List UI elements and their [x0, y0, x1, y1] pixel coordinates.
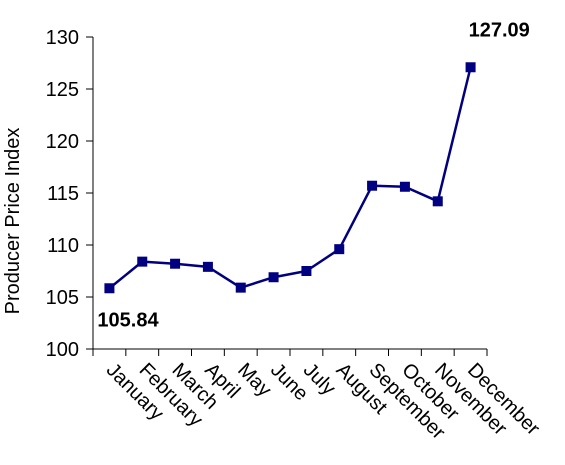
annotation-layer: 105.84 127.09: [97, 19, 529, 331]
data-point-marker: [432, 196, 443, 207]
data-point-marker: [367, 180, 378, 191]
y-tick-label: 125: [46, 79, 79, 101]
y-axis-ticks: 100 105 110 115 120 125 130: [46, 27, 93, 361]
y-tick-label: 115: [47, 183, 79, 205]
y-axis-title: Producer Price Index: [2, 128, 24, 315]
series-line: [108, 66, 472, 290]
data-point-marker: [334, 244, 345, 255]
x-axis-ticks: JanuaryFebruaryMarchAprilMayJuneJulyAugu…: [92, 349, 544, 444]
y-tick-label: 105: [46, 287, 79, 309]
data-point-marker: [399, 181, 410, 192]
data-point-marker: [268, 272, 279, 283]
data-point-marker: [104, 283, 115, 294]
y-tick-label: 110: [47, 235, 79, 257]
data-point-marker: [137, 256, 148, 267]
data-point-marker: [170, 258, 181, 269]
data-point-marker: [301, 266, 312, 276]
x-tick-label: May: [233, 359, 275, 401]
y-tick-label: 130: [46, 27, 79, 49]
series-layer: [104, 62, 476, 294]
y-tick-label: 120: [46, 131, 79, 153]
data-point-marker: [235, 282, 246, 293]
y-tick-label: 100: [46, 339, 79, 361]
data-label: 105.84: [97, 309, 159, 331]
data-point-marker: [465, 62, 476, 73]
data-label: 127.09: [469, 19, 530, 41]
data-point-marker: [202, 261, 213, 272]
